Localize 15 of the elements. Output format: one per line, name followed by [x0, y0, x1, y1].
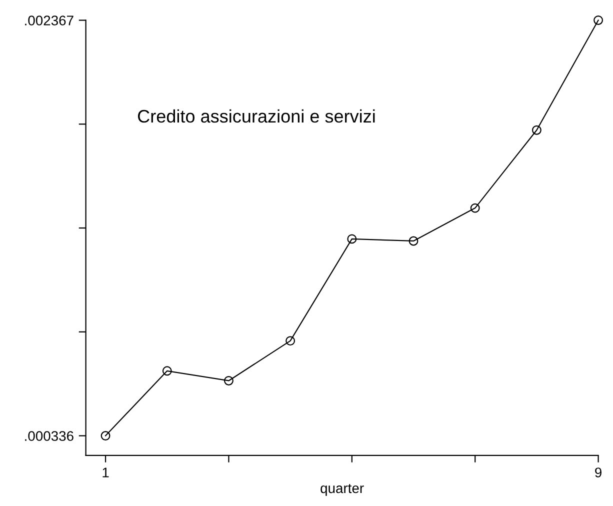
- text: Credito assicurazioni e servizi: [138, 109, 375, 123]
- point: [347, 234, 357, 244]
- point: [286, 336, 296, 346]
- x-tick-label: 1: [102, 468, 109, 478]
- point: [470, 203, 480, 213]
- x-axis-title: quarter: [320, 484, 364, 496]
- point: [224, 376, 234, 386]
- point: [594, 16, 604, 25]
- point: [408, 236, 418, 246]
- point: [100, 431, 110, 440]
- point: [162, 366, 172, 376]
- y-tick-label: .002367: [25, 16, 74, 26]
- point: [532, 125, 542, 135]
- x-tick-label: 9: [595, 468, 602, 478]
- y-tick-label: .000336: [25, 431, 74, 441]
